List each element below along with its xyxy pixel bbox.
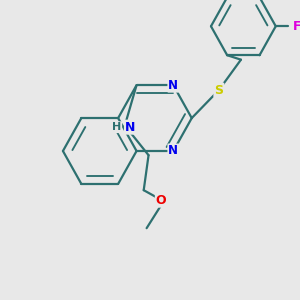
Text: F: F: [293, 20, 300, 33]
Text: S: S: [214, 84, 224, 97]
Text: O: O: [156, 194, 167, 207]
Text: H: H: [112, 122, 121, 132]
Text: N: N: [125, 121, 135, 134]
Text: N: N: [168, 79, 178, 92]
Text: N: N: [168, 145, 178, 158]
